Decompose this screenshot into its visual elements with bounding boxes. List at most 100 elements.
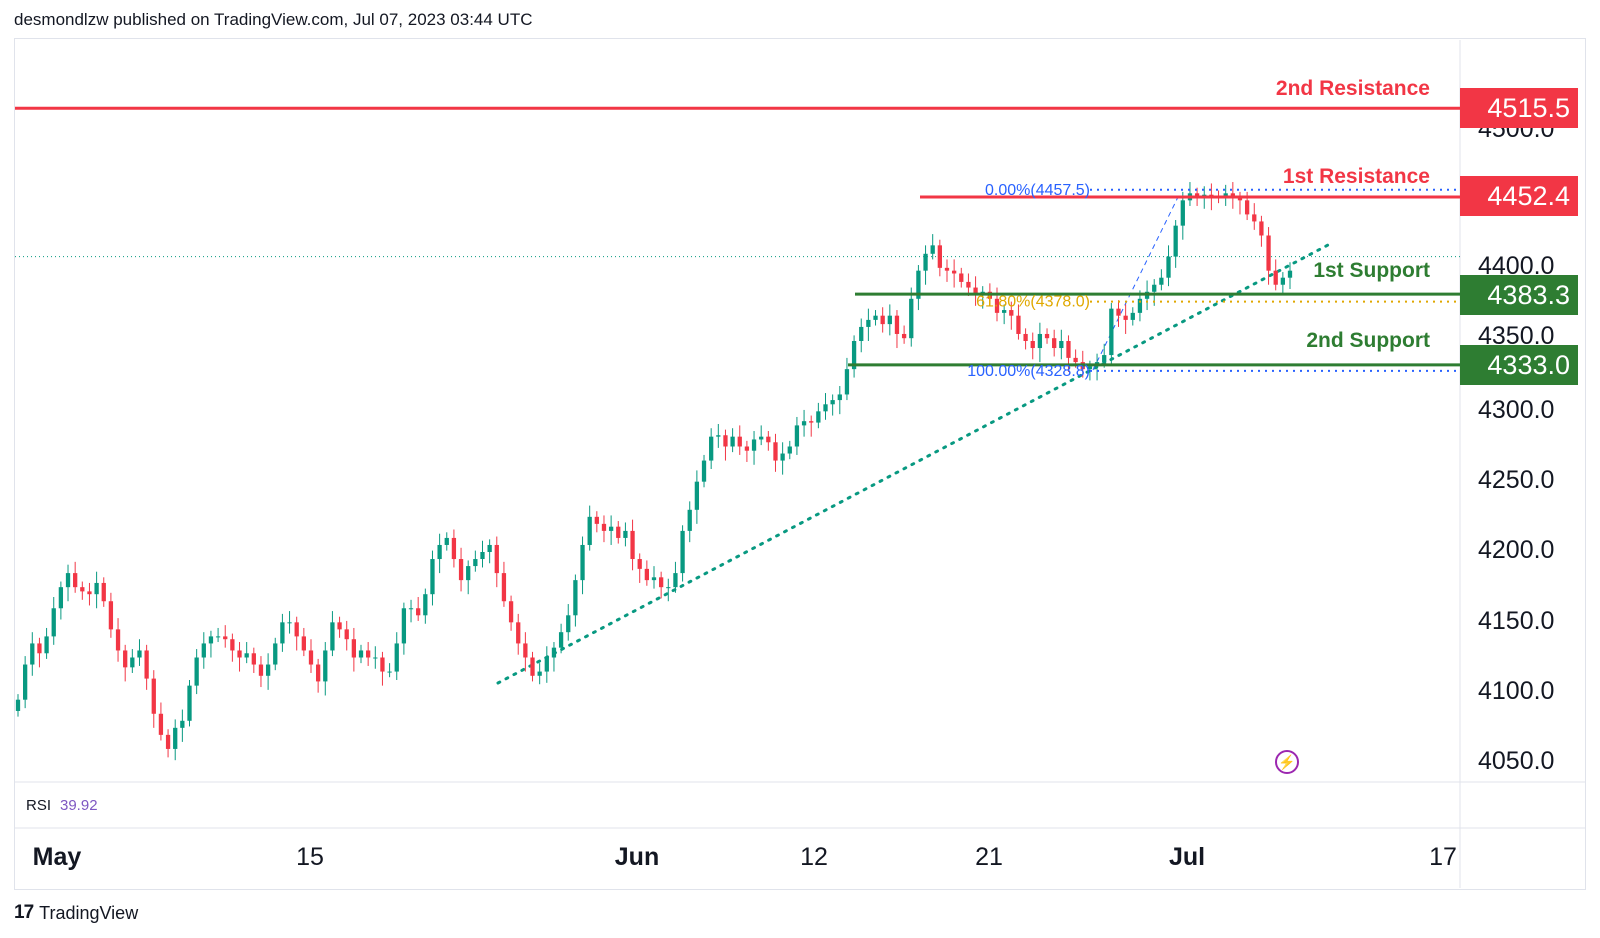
tradingview-logo[interactable]: 17 TradingView xyxy=(14,902,138,924)
candle-body xyxy=(358,650,364,658)
candle-body xyxy=(744,446,750,451)
candle-body xyxy=(265,664,271,676)
x-tick-jun: Jun xyxy=(614,843,660,871)
candle-body xyxy=(659,577,664,588)
candle-body xyxy=(273,643,278,665)
candle-body xyxy=(123,650,128,668)
candle-body xyxy=(901,333,907,339)
candle-body xyxy=(587,516,592,545)
candle-body xyxy=(15,699,21,711)
candle-body xyxy=(1016,315,1021,334)
fib-level-label: 0.00%(4457.5) xyxy=(985,182,1090,199)
candle-body xyxy=(101,582,106,602)
candle-body xyxy=(787,446,792,454)
candle-body xyxy=(1259,221,1264,236)
candle-body xyxy=(530,657,535,676)
candle-body xyxy=(280,622,285,644)
candle-body xyxy=(323,650,328,682)
candle-body xyxy=(1066,341,1071,358)
rising-trend-line xyxy=(496,243,1330,685)
candle-body xyxy=(537,671,542,676)
candle-body xyxy=(894,315,900,334)
candle-body xyxy=(516,622,521,644)
candle-body xyxy=(501,573,507,602)
candle-body xyxy=(151,678,156,714)
candle-body xyxy=(408,608,414,610)
candle-body xyxy=(766,436,771,443)
x-tick-15: 15 xyxy=(296,843,324,871)
tradingview-brand: TradingView xyxy=(39,902,139,923)
y-tick-4250: 4250.0 xyxy=(1478,466,1555,494)
y-tick-4150: 4150.0 xyxy=(1478,607,1555,635)
candle-body xyxy=(1273,270,1278,285)
tradingview-mark-icon: 17 xyxy=(14,902,34,923)
candle-body xyxy=(251,653,256,665)
candle-body xyxy=(1252,214,1257,222)
candle-body xyxy=(694,481,700,510)
candle-body xyxy=(773,442,778,461)
candle-body xyxy=(673,573,678,588)
candle-body xyxy=(601,523,607,531)
candle-body xyxy=(566,615,571,633)
candle-body xyxy=(73,573,78,588)
candle-body xyxy=(1030,341,1035,349)
candle-body xyxy=(616,526,621,538)
level-label-1st-resistance: 1st Resistance xyxy=(1282,165,1430,188)
candle-body xyxy=(58,587,64,609)
candle-body xyxy=(930,245,935,254)
candle-body xyxy=(44,636,49,654)
y-tick-4050: 4050.0 xyxy=(1478,747,1555,775)
candle-body xyxy=(65,573,71,588)
candle-body xyxy=(801,421,807,426)
candle-body xyxy=(130,657,135,668)
candle-body xyxy=(437,544,442,560)
candle-body xyxy=(909,298,914,339)
candle-body xyxy=(287,622,292,624)
x-tick-17: 17 xyxy=(1429,843,1457,871)
candle-body xyxy=(194,657,199,686)
candle-body xyxy=(951,270,957,274)
candle-body xyxy=(458,559,464,581)
candle-body xyxy=(637,559,642,569)
candle-body xyxy=(923,253,928,271)
candle-body xyxy=(87,591,92,595)
candle-body xyxy=(1130,312,1135,320)
candle-body xyxy=(1044,333,1050,339)
candle-body xyxy=(716,435,721,437)
candle-body xyxy=(294,622,299,637)
level-label-2nd-resistance: 2nd Resistance xyxy=(1275,77,1430,100)
candle-body xyxy=(37,643,42,654)
candle-body xyxy=(416,608,421,616)
candle-body xyxy=(1287,270,1293,278)
candle-body xyxy=(944,267,950,271)
candle-body xyxy=(809,421,814,423)
candle-body xyxy=(337,622,342,630)
candle-body xyxy=(1244,200,1250,215)
fib-anchor-line xyxy=(1092,192,1181,371)
level-label-1st-support: 1st Support xyxy=(1313,259,1430,282)
candle-body xyxy=(1002,310,1007,313)
candle-body xyxy=(830,400,835,405)
y-tick-4200: 4200.0 xyxy=(1478,536,1555,564)
candle-body xyxy=(916,270,921,299)
candle-body xyxy=(937,245,942,268)
candle-body xyxy=(730,436,735,447)
candle-body xyxy=(1209,194,1214,197)
lightning-icon[interactable]: ⚡ xyxy=(1275,750,1299,774)
price-badge-1st-resistance: 4452.4 xyxy=(1460,176,1578,216)
price-badge-1st-support: 4383.3 xyxy=(1460,275,1578,315)
candle-body xyxy=(1109,308,1114,356)
candle-body xyxy=(451,537,457,560)
candle-body xyxy=(180,720,185,728)
candle-body xyxy=(394,643,399,672)
candle-body xyxy=(487,544,492,552)
candle-body xyxy=(701,460,707,482)
x-tick-may: May xyxy=(32,843,82,871)
candle-body xyxy=(1280,277,1285,285)
candle-body xyxy=(94,582,99,595)
candle-body xyxy=(1087,366,1093,370)
fib-level-label: 100.00%(4328.8) xyxy=(967,363,1090,380)
candle-body xyxy=(1166,256,1171,278)
candle-body xyxy=(887,315,892,325)
